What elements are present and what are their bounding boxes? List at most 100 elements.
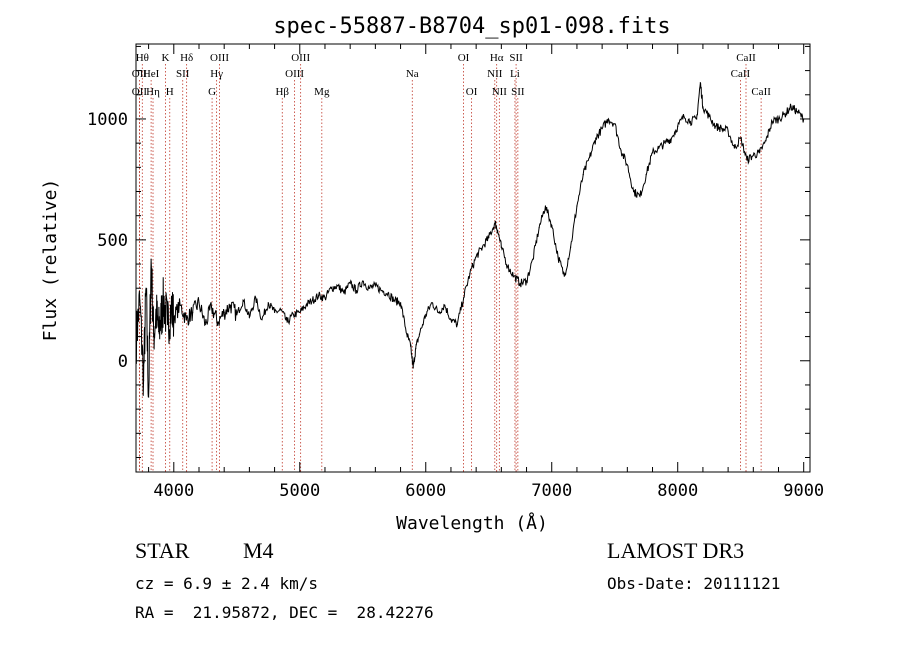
spectrum-point	[790, 106, 792, 108]
spectrum-point	[544, 205, 547, 207]
spectrum-point	[607, 118, 610, 120]
line-label: NII	[487, 68, 503, 80]
spectrum-point	[145, 287, 147, 289]
spectrum-point	[752, 154, 754, 156]
spectrum-point	[261, 319, 263, 321]
coordinates: RA = 21.95872, DEC = 28.42276	[135, 603, 434, 622]
spectrum-point	[355, 290, 358, 292]
spectrum-point	[336, 285, 339, 287]
spectrum-point	[444, 304, 446, 306]
spectrum-point	[381, 290, 383, 292]
redshift-cz: cz = 6.9 ± 2.4 km/s	[135, 574, 319, 593]
spectrum-point	[311, 299, 313, 301]
spectrum-point	[248, 316, 250, 318]
spectrum-point	[349, 282, 351, 284]
spectrum-point	[324, 297, 326, 299]
spectrum-point	[639, 195, 641, 197]
spectrum-point	[456, 323, 458, 326]
spectrum-point	[292, 314, 295, 316]
spectrum-point	[689, 120, 691, 122]
spectrum-point	[362, 280, 364, 282]
spectrum-point	[733, 147, 736, 149]
spectrum-point	[198, 302, 200, 304]
spectrum-point	[519, 282, 521, 284]
spectrum-series	[135, 82, 805, 398]
line-label: OIII	[210, 52, 229, 64]
spectrum-point	[494, 222, 496, 224]
spectrum-point	[163, 299, 165, 301]
x-tick-label: 6000	[405, 481, 446, 501]
spectrum-point	[538, 227, 540, 229]
spectrum-point	[210, 306, 213, 309]
spectrum-point	[488, 236, 490, 239]
x-tick-label: 8000	[657, 481, 698, 501]
spectrum-point	[415, 348, 417, 350]
line-label: CaII	[751, 86, 771, 98]
spectrum-point	[418, 333, 421, 335]
spectrum-point	[185, 319, 187, 321]
spectrum-point	[469, 273, 471, 275]
spectrum-point	[158, 331, 160, 333]
spectrum-point	[255, 297, 257, 299]
spectrum-point	[513, 275, 515, 277]
spectrum-point	[727, 130, 729, 132]
spectrum-point	[796, 111, 799, 113]
line-label: CaII	[731, 68, 751, 80]
y-axis-label: Flux (relative)	[40, 179, 61, 342]
line-label: SII	[509, 52, 523, 64]
spectrum-point	[532, 258, 534, 260]
spectrum-point	[399, 302, 402, 304]
x-tick-label: 7000	[531, 481, 572, 501]
spectrum-point	[431, 302, 433, 304]
line-label: Mg	[314, 86, 330, 98]
spectrum-point	[437, 311, 439, 314]
spectrum-point	[462, 297, 465, 299]
spectrum-point	[626, 164, 628, 166]
spectrum-point	[670, 137, 673, 139]
x-tick-label: 9000	[783, 481, 824, 501]
spectrum-point	[387, 292, 389, 294]
spectrum-point	[330, 287, 332, 289]
spectrum-line	[135, 82, 805, 398]
line-label: Hδ	[180, 52, 193, 64]
spectrum-point	[150, 258, 152, 260]
emission-line-markers: HθOIIOIIHeIHηKHSIIHδHγGOIIIHβOIIIOIIIMgN…	[132, 52, 771, 472]
spectrum-point	[777, 118, 780, 120]
spectrum-point	[305, 304, 307, 306]
spectrum-point	[588, 157, 591, 159]
spectrum-point	[563, 275, 565, 277]
spectrum-point	[204, 323, 206, 326]
spectrum-point	[179, 304, 181, 306]
spectrum-point	[759, 152, 761, 154]
line-label: OIII	[291, 52, 310, 64]
line-label: SII	[176, 68, 190, 80]
line-label: Hβ	[275, 86, 289, 98]
line-label: Li	[510, 68, 520, 80]
spectrum-point	[740, 137, 742, 139]
spectrum-point	[683, 115, 685, 118]
x-tick-label: 4000	[153, 481, 194, 501]
spectrum-point	[582, 173, 584, 176]
spectrum-point	[299, 311, 301, 314]
spectrum-point	[450, 319, 452, 321]
line-label: CaII	[736, 52, 756, 64]
spectrum-point	[242, 299, 244, 301]
spectrum-point	[343, 292, 345, 294]
line-label: H	[166, 86, 174, 98]
x-tick-label: 5000	[279, 481, 320, 501]
line-label: HeI	[143, 68, 160, 80]
spectrum-point	[170, 306, 172, 309]
spectrum-point	[192, 311, 194, 314]
line-label: Hη	[146, 86, 160, 98]
y-tick-label: 500	[97, 231, 128, 251]
spectrum-point	[601, 128, 603, 130]
plot-frame	[135, 43, 811, 473]
spectrum-point	[721, 128, 723, 130]
spectrum-point	[699, 82, 701, 84]
spectrum-point	[551, 224, 553, 226]
line-label: Hα	[490, 52, 504, 64]
spectrum-point	[595, 137, 597, 139]
line-label: Na	[406, 68, 419, 80]
spectrum-point	[664, 142, 666, 144]
